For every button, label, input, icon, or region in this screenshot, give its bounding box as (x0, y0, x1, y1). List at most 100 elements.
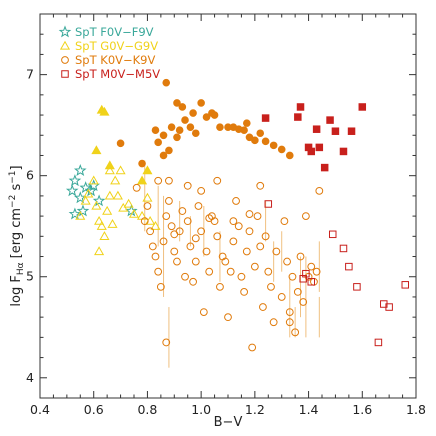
data-point (94, 246, 105, 256)
data-point (76, 204, 90, 217)
data-point (315, 186, 324, 195)
data-point (221, 257, 230, 266)
data-point (202, 247, 211, 256)
data-point (181, 116, 189, 124)
data-point (128, 208, 140, 218)
data-point (288, 272, 297, 281)
data-point (162, 212, 171, 221)
data-point (261, 114, 270, 122)
data-point (92, 194, 106, 207)
data-point (173, 133, 181, 142)
data-point (146, 227, 155, 236)
data-point (302, 269, 310, 278)
data-point (374, 338, 383, 347)
data-point (191, 257, 200, 266)
data-point (165, 176, 173, 185)
data-point (162, 338, 171, 347)
data-point (178, 207, 187, 215)
data-point (283, 257, 291, 266)
data-point (240, 287, 249, 296)
x-tick-label: 0.8 (137, 402, 157, 417)
data-point (102, 205, 113, 215)
data-point (315, 143, 324, 152)
data-point (205, 267, 214, 276)
data-point (253, 212, 262, 221)
data-point (202, 113, 211, 121)
data-point (277, 293, 286, 301)
x-tick-label: 0.4 (30, 402, 50, 417)
data-point (328, 230, 337, 239)
data-point (210, 111, 219, 119)
data-point (83, 188, 94, 198)
x-tick-label: 1.2 (245, 402, 265, 417)
data-point (125, 204, 138, 217)
data-point (347, 127, 356, 135)
x-tick-label: 1.8 (406, 402, 426, 417)
legend-marker (61, 70, 69, 78)
legend-marker (59, 40, 71, 50)
data-point (256, 242, 265, 251)
data-point (165, 146, 173, 155)
data-point (186, 123, 195, 131)
y-axis-label: log FHα [erg cm−2 s−1] (8, 165, 26, 306)
data-point (261, 137, 270, 146)
data-point (142, 192, 153, 202)
data-point (285, 151, 294, 160)
data-point (261, 232, 270, 241)
legend-label: SpT K0V−K9V (75, 53, 155, 67)
data-point (280, 217, 289, 226)
data-point (291, 328, 300, 337)
data-point (213, 232, 222, 241)
data-point (112, 190, 123, 200)
data-point (65, 184, 79, 197)
data-point (250, 262, 259, 271)
data-point (259, 303, 267, 311)
data-point (191, 234, 200, 243)
data-point (115, 165, 126, 175)
data-point (154, 267, 163, 276)
data-point (353, 283, 361, 291)
data-point (175, 126, 184, 135)
legend-label: SpT G0V−G9V (75, 39, 158, 53)
data-point (299, 275, 307, 283)
data-point (165, 197, 173, 205)
data-point (159, 151, 168, 160)
data-point (301, 212, 310, 221)
y-tick-label: 5 (26, 269, 34, 284)
data-point (256, 181, 265, 190)
data-point (170, 230, 179, 239)
data-point (154, 176, 163, 185)
data-point (245, 227, 254, 236)
data-point (110, 175, 121, 185)
data-point (294, 113, 302, 121)
data-point (205, 214, 214, 223)
data-point (99, 106, 110, 116)
data-point (229, 237, 238, 246)
data-point (256, 129, 265, 138)
data-point (307, 262, 316, 271)
data-point (251, 136, 259, 145)
data-point (162, 78, 171, 87)
data-point (216, 282, 224, 291)
data-point (269, 318, 278, 327)
data-point (226, 267, 235, 276)
data-point (307, 147, 316, 156)
data-point (385, 303, 393, 311)
data-point (191, 129, 200, 138)
legend-marker (61, 56, 69, 64)
data-point (194, 202, 203, 210)
data-point (264, 267, 273, 276)
data-point (197, 186, 206, 195)
data-point (232, 197, 240, 205)
data-point (189, 109, 197, 117)
data-point (299, 298, 308, 306)
data-point (401, 281, 410, 289)
data-point (186, 242, 195, 251)
data-point (326, 116, 334, 124)
data-point (80, 195, 91, 205)
data-point (269, 141, 278, 150)
data-point (173, 99, 181, 107)
data-point (151, 252, 160, 261)
y-tick-label: 6 (26, 168, 34, 183)
data-point (199, 308, 208, 317)
